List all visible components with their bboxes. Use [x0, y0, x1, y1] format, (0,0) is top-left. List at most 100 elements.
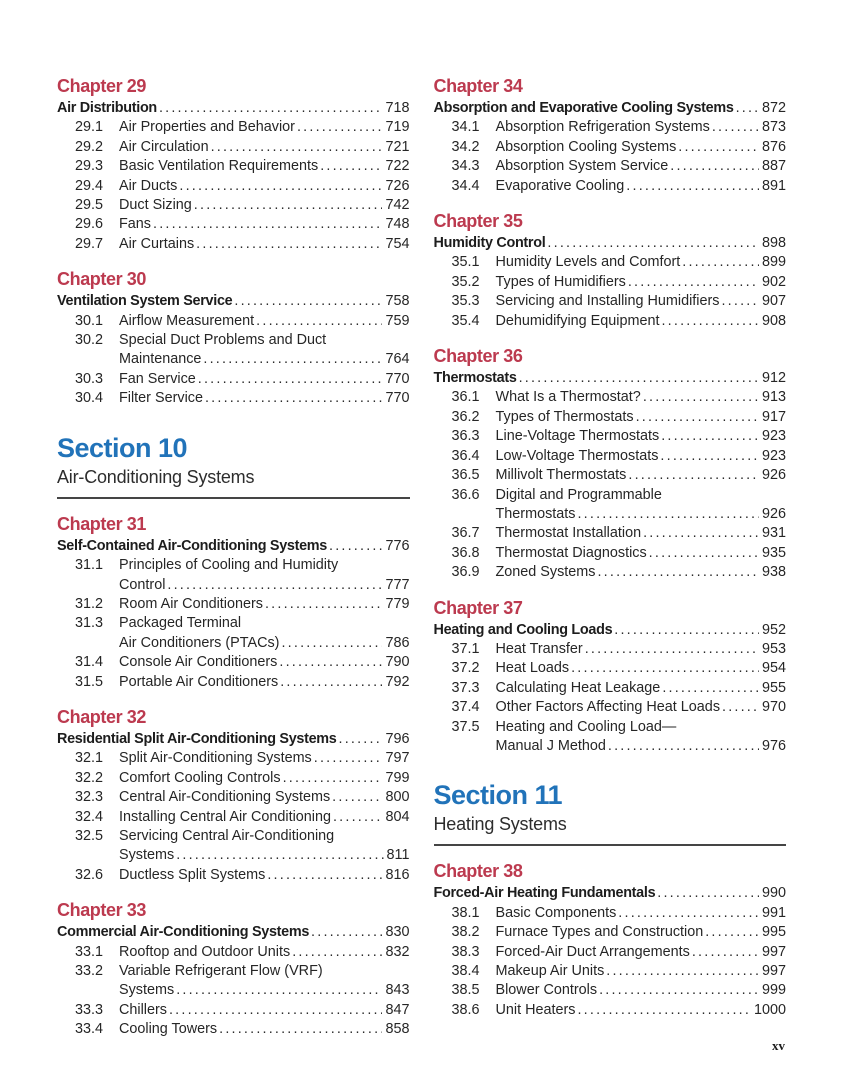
entry-page-number: 899 [761, 254, 786, 271]
toc-entry-row: 35.2 Types of Humidifiers 902 [434, 273, 787, 292]
entry-title: Basic Ventilation Requirements [119, 158, 319, 175]
dot-leader [311, 923, 382, 942]
dot-leader [682, 253, 759, 272]
entry-number: 33.2 [75, 963, 104, 979]
entry-title: Humidity Levels and Comfort [495, 254, 681, 271]
toc-entry-row: 29.4 Air Ducts 726 [57, 177, 410, 196]
entry-title: Absorption System Service [495, 158, 669, 175]
section-subtitle: Air-Conditioning Systems [57, 466, 255, 487]
dot-leader [219, 1020, 382, 1039]
chapter-heading: Chapter 30 [57, 269, 147, 290]
entry-title: Control [119, 576, 166, 593]
dot-leader [670, 157, 759, 176]
dot-leader [279, 653, 382, 672]
entry-page-number: 748 [385, 216, 410, 233]
dot-leader [339, 730, 383, 749]
entry-page-number: 754 [385, 235, 410, 252]
entry-number: 32.5 [75, 827, 104, 844]
entry-page-number: 997 [761, 943, 786, 960]
toc-entry-row: 36.2 Types of Thermostats 917 [434, 408, 787, 427]
entry-title: Systems [119, 847, 175, 864]
chapter-title: Air Distribution [57, 100, 157, 116]
entry-title: Millivolt Thermostats [495, 467, 627, 484]
toc-entry-row: 36.6 Digital and Programmable [434, 486, 787, 505]
toc-page: Chapter 29 Air Distribution 718 29.1 Air Pro… [0, 0, 849, 1040]
chapter-title-row: Air Distribution 718 [57, 99, 410, 118]
entry-number: 38.4 [451, 963, 480, 979]
entry-title: Cooling Towers [119, 1021, 218, 1038]
dot-leader [660, 447, 759, 466]
entry-number: 36.4 [451, 447, 480, 464]
entry-number: 29.1 [75, 119, 104, 136]
entry-title: Servicing and Installing Humidifiers [495, 293, 720, 310]
entry-title: Fan Service [119, 370, 196, 387]
toc-entry-row: 37.1 Heat Transfer 953 [434, 640, 787, 659]
toc-entry-row: 32.4 Installing Central Air Conditioning 8… [57, 808, 410, 827]
entry-title: Chillers [119, 1001, 167, 1018]
chapter-page-number: 718 [385, 100, 410, 116]
dot-leader [618, 904, 759, 923]
dot-leader [283, 769, 383, 788]
entry-number: 31.1 [75, 557, 104, 574]
toc-entry-row: 36.1 What Is a Thermostat? 913 [434, 388, 787, 407]
entry-page-number: 999 [761, 982, 786, 999]
toc-entry-row: 37.4 Other Factors Affecting Heat Loads 97… [434, 698, 787, 717]
toc-entry-row: 35.4 Dehumidifying Equipment 908 [434, 312, 787, 331]
chapter-title-row: Thermostats 912 [434, 369, 787, 388]
toc-entry-row: 30.4 Filter Service 770 [57, 389, 410, 408]
toc-entry-row: 32.3 Central Air-Conditioning Systems 800 [57, 788, 410, 807]
chapter-page-number: 912 [761, 370, 786, 387]
chapter-title: Residential Split Air-Conditioning Syste… [57, 730, 337, 747]
dot-leader [153, 215, 382, 234]
dot-leader [332, 788, 382, 807]
entry-page-number: 779 [385, 595, 410, 612]
dot-leader [280, 673, 382, 692]
entry-page-number: 917 [761, 408, 786, 425]
toc-entry-row: 38.1 Basic Components 991 [434, 904, 787, 923]
chapter-block: Chapter 32 Residential Split Air-Conditio… [57, 707, 410, 885]
entry-page-number: 786 [385, 634, 410, 651]
toc-entry-row: 32.2 Comfort Cooling Controls 799 [57, 769, 410, 788]
dot-leader [626, 177, 759, 196]
entry-title: Air Circulation [119, 138, 209, 155]
toc-entry-row: 35.1 Humidity Levels and Comfort 899 [434, 253, 787, 272]
entry-title: Heat Transfer [495, 640, 583, 657]
dot-leader [585, 640, 759, 659]
entry-title: Line-Voltage Thermostats [495, 428, 660, 445]
toc-entry-row: 37.3 Calculating Heat Leakage 955 [434, 679, 787, 698]
chapter-block: Chapter 30 Ventilation System Service 758 3… [57, 269, 410, 408]
dot-leader [314, 749, 383, 768]
chapter-title-row: Ventilation System Service 758 [57, 292, 410, 311]
dot-leader [265, 595, 383, 614]
toc-entry-row: 29.1 Air Properties and Behavior 719 [57, 118, 410, 137]
entry-number: 29.4 [75, 177, 104, 194]
entry-number: 29.2 [75, 138, 104, 155]
entry-page-number: 1000 [753, 1001, 786, 1018]
entry-title: Servicing Central Air-Conditioning [119, 827, 335, 844]
section-subtitle: Heating Systems [433, 814, 567, 835]
entry-page-number: 923 [761, 428, 786, 445]
entry-page-number: 858 [385, 1021, 410, 1038]
entry-page-number: 954 [761, 660, 786, 677]
entry-title: Principles of Cooling and Humidity [119, 557, 339, 574]
chapter-heading: Chapter 35 [433, 211, 523, 232]
entry-page-number: 770 [385, 370, 410, 387]
entry-number: 34.1 [451, 119, 480, 136]
dot-leader [267, 866, 382, 885]
toc-entry-row: 33.3 Chillers 847 [57, 1001, 410, 1020]
toc-entry-row: 30.3 Fan Service 770 [57, 370, 410, 389]
entry-number: 36.3 [451, 428, 480, 445]
entry-title: Furnace Types and Construction [495, 924, 704, 941]
entry-title: Heating and Cooling Load— [495, 718, 677, 735]
dot-leader [281, 634, 382, 653]
entry-page-number: 935 [761, 544, 786, 561]
toc-entry-row: Maintenance 764 [57, 350, 410, 369]
entry-title: Dehumidifying Equipment [495, 312, 660, 329]
entry-number: 36.9 [451, 564, 480, 581]
toc-entry-row: Control 777 [57, 576, 410, 595]
toc-entry-row: 33.1 Rooftop and Outdoor Units 832 [57, 943, 410, 962]
chapter-page-number: 796 [385, 730, 410, 747]
entry-number: 33.4 [75, 1021, 104, 1038]
entry-page-number: 797 [385, 750, 410, 767]
chapter-heading: Chapter 31 [57, 513, 147, 534]
